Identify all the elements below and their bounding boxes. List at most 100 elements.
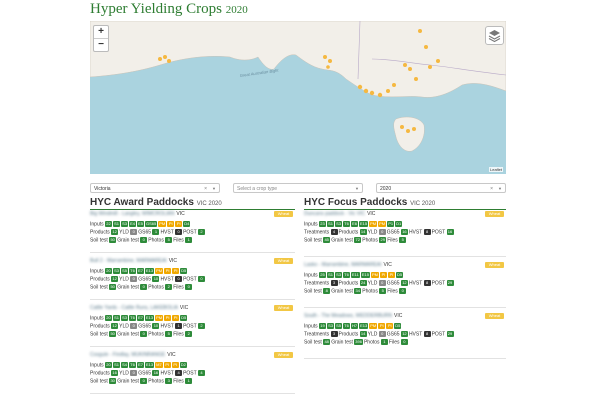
map-tiles[interactable]: Great Australian Bight [90, 21, 506, 174]
paddock-name[interactable]: Cattle Yards - Cattle Runs, LAKEBOLIA VIC [90, 305, 188, 311]
soil-test-badge[interactable]: 45 [323, 237, 331, 243]
gs65-badge[interactable]: 12 [400, 331, 408, 337]
input-badge[interactable]: M7 [155, 362, 163, 368]
input-badge[interactable]: E13 [145, 268, 155, 274]
input-badge[interactable]: S3 [335, 221, 343, 227]
input-badge[interactable]: PI [172, 315, 180, 321]
gs65-badge[interactable]: 12 [400, 280, 408, 286]
input-badge[interactable]: S4 [121, 362, 129, 368]
input-badge[interactable]: PI [164, 268, 172, 274]
grain-test-badge[interactable]: 0 [140, 378, 148, 384]
input-badge[interactable]: 20 [105, 315, 113, 321]
input-badge[interactable]: PI [175, 221, 183, 227]
crop-select[interactable]: Select a crop type ▼ [233, 183, 363, 193]
map-attribution[interactable]: Leaflet [489, 167, 504, 172]
input-badge[interactable]: D2 [179, 362, 187, 368]
input-badge[interactable]: PI [378, 323, 386, 329]
paddock-name-text[interactable]: Duncans paddock - Vic VIC [304, 211, 366, 217]
hvst-badge[interactable]: 8 [423, 331, 431, 337]
input-badge[interactable]: S1 [113, 221, 121, 227]
soil-test-badge[interactable]: 50 [109, 331, 117, 337]
post-badge[interactable]: 2 [198, 323, 205, 329]
input-badge[interactable]: PM [155, 315, 164, 321]
products-badge[interactable]: 14 [359, 331, 367, 337]
input-badge[interactable]: 19 [319, 323, 327, 329]
chevron-down-icon[interactable]: ▼ [498, 186, 502, 191]
products-badge[interactable]: 12 [111, 229, 119, 235]
site-markers[interactable] [158, 29, 440, 133]
paddock-name-text[interactable]: Lasko - Marrambine, MARMAREAI [304, 262, 382, 268]
input-badge[interactable]: E5 [137, 221, 145, 227]
grain-test-badge[interactable]: 0 [140, 284, 148, 290]
zoom-out-button[interactable]: − [98, 39, 104, 50]
state-select[interactable]: Victoria × ▼ [90, 183, 220, 193]
paddock-name-text[interactable]: Cattle Yards - Cattle Runs, LAKEBOLIA [90, 305, 178, 311]
zoom-in-button[interactable]: + [94, 26, 108, 39]
grain-test-badge[interactable]: 396 [354, 339, 363, 345]
input-badge[interactable]: E11 [351, 272, 360, 278]
yld-badge[interactable]: 0 [378, 331, 386, 337]
input-badge[interactable]: E15 [360, 272, 370, 278]
photos-badge[interactable]: 3 [165, 378, 173, 384]
grain-test-badge[interactable]: 72 [354, 237, 362, 243]
input-badge[interactable]: PM [369, 323, 378, 329]
input-badge[interactable]: E4 [129, 221, 137, 227]
year-clear-icon[interactable]: × [490, 186, 493, 192]
input-badge[interactable]: E13 [359, 323, 369, 329]
paddock-name-text[interactable]: Bull 2 - Marrambine, MARMAREAI [90, 258, 167, 264]
input-badge[interactable]: 23 [319, 221, 327, 227]
input-badge[interactable]: E13 [145, 315, 155, 321]
treatments-badge[interactable]: 3 [330, 280, 338, 286]
post-badge[interactable]: 2 [198, 229, 205, 235]
paddock-name[interactable]: Lasko - Marrambine, MARMAREAI VIC [304, 262, 392, 268]
paddock-name-text[interactable]: South - The Meadows, WEDDERBURN [304, 313, 392, 319]
input-badge[interactable]: PM [369, 221, 378, 227]
post-badge[interactable]: 4 [198, 370, 205, 376]
soil-test-badge[interactable]: 30 [109, 378, 117, 384]
paddock-name[interactable]: Duncans paddock - Vic VIC VIC [304, 211, 375, 217]
input-badge[interactable]: S5 [121, 268, 129, 274]
files-badge[interactable]: 2 [185, 331, 193, 337]
files-badge[interactable]: 0 [399, 288, 407, 294]
paddock-name[interactable]: Bull 2 - Marrambine, MARMAREAI VIC [90, 258, 177, 264]
hvst-badge[interactable]: 4 [175, 370, 183, 376]
paddock-name[interactable]: South - The Meadows, WEDDERBURN VIC [304, 313, 402, 319]
input-badge[interactable]: PI [163, 362, 171, 368]
input-badge[interactable]: E7 [137, 315, 145, 321]
input-badge[interactable]: S3 [113, 268, 121, 274]
files-badge[interactable]: 0 [400, 339, 408, 345]
input-badge[interactable]: 20 [105, 268, 113, 274]
input-badge[interactable]: PM [155, 268, 164, 274]
state-clear-icon[interactable]: × [204, 186, 207, 192]
grain-test-badge[interactable]: 34 [354, 288, 362, 294]
input-badge[interactable]: PI [386, 323, 394, 329]
layers-button[interactable] [485, 26, 504, 45]
input-badge[interactable]: S5 [335, 323, 343, 329]
input-badge[interactable]: S1 [327, 221, 335, 227]
chevron-down-icon[interactable]: ▼ [355, 186, 359, 191]
input-badge[interactable]: S1 [113, 362, 121, 368]
yld-badge[interactable]: 0 [130, 370, 138, 376]
photos-badge[interactable]: 5 [165, 237, 173, 243]
input-badge[interactable]: H7 [351, 323, 359, 329]
yld-badge[interactable]: 0 [378, 280, 386, 286]
gs65-badge[interactable]: 10 [152, 323, 160, 329]
input-badge[interactable]: E6 [351, 221, 359, 227]
input-badge[interactable]: PI [167, 221, 175, 227]
paddock-name[interactable]: Big Windmill - Langley, WIMCROLIAN VIC [90, 211, 185, 217]
input-badge[interactable]: P1 [387, 221, 395, 227]
input-badge[interactable]: E13 [145, 362, 155, 368]
files-badge[interactable]: 1 [185, 237, 193, 243]
input-badge[interactable]: E7 [137, 268, 145, 274]
products-badge[interactable]: 12 [111, 276, 119, 282]
treatments-badge[interactable]: 4 [330, 229, 338, 235]
gs65-badge[interactable]: 10 [152, 276, 160, 282]
post-badge[interactable]: 16 [446, 229, 454, 235]
input-badge[interactable]: 22 [105, 221, 113, 227]
hvst-badge[interactable]: 0 [175, 276, 183, 282]
hvst-badge[interactable]: 0 [175, 229, 183, 235]
input-badge[interactable]: D1 [395, 221, 403, 227]
input-badge[interactable]: PM [370, 272, 379, 278]
chevron-down-icon[interactable]: ▼ [212, 186, 216, 191]
input-badge[interactable]: S3 [121, 221, 129, 227]
